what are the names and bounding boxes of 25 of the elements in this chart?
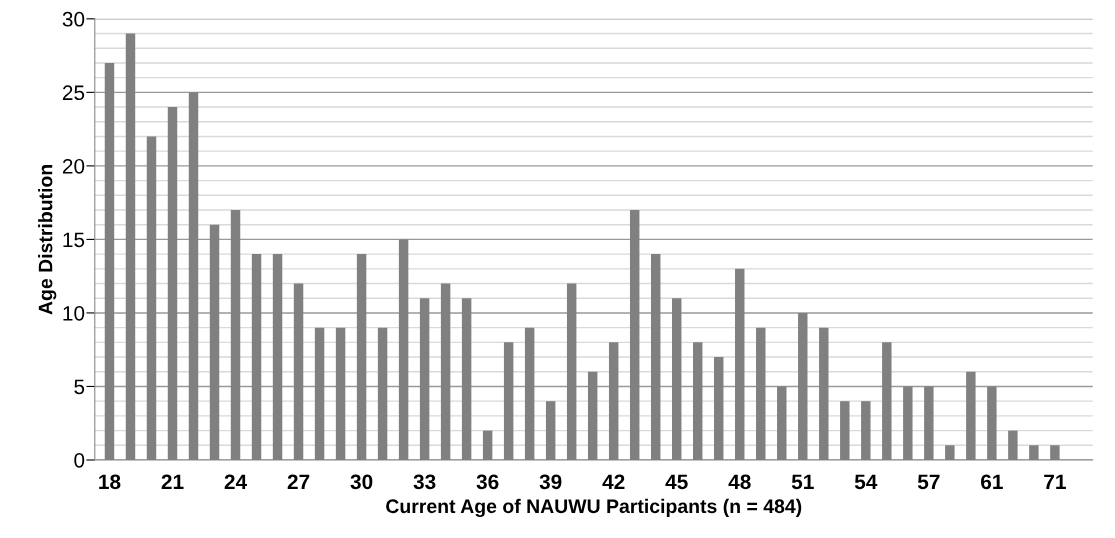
x-tick-label: 33	[413, 474, 436, 490]
x-axis-title: Current Age of NAUWU Participants (n = 484)	[386, 498, 802, 518]
y-tick-label: 20	[62, 158, 85, 174]
x-tick-label: 71	[1044, 474, 1066, 489]
x-tick-label: 54	[854, 474, 878, 490]
y-tick-label: 15	[63, 232, 85, 248]
x-tick-label: 48	[728, 474, 751, 490]
x-tick-label: 39	[539, 474, 562, 490]
x-tick-label: 24	[224, 474, 248, 489]
x-tick-label: 42	[602, 474, 625, 489]
y-tick-label: 0	[74, 452, 85, 468]
x-tick-label: 30	[350, 474, 373, 490]
x-tick-label: 18	[99, 474, 121, 490]
x-tick-label: 36	[476, 474, 499, 490]
x-tick-label: 45	[665, 474, 688, 490]
x-tick-label: 51	[791, 474, 814, 490]
y-axis-title: Age Distribution	[38, 165, 57, 315]
x-tick-label: 61	[981, 474, 1003, 490]
x-tick-label: 21	[161, 474, 184, 489]
y-tick-label: 10	[63, 305, 85, 321]
x-tick-label: 57	[917, 474, 940, 490]
y-tick-label: 25	[62, 85, 85, 101]
y-tick-label: 30	[62, 11, 85, 27]
x-tick-label: 27	[287, 474, 310, 489]
y-tick-label: 5	[74, 379, 85, 395]
